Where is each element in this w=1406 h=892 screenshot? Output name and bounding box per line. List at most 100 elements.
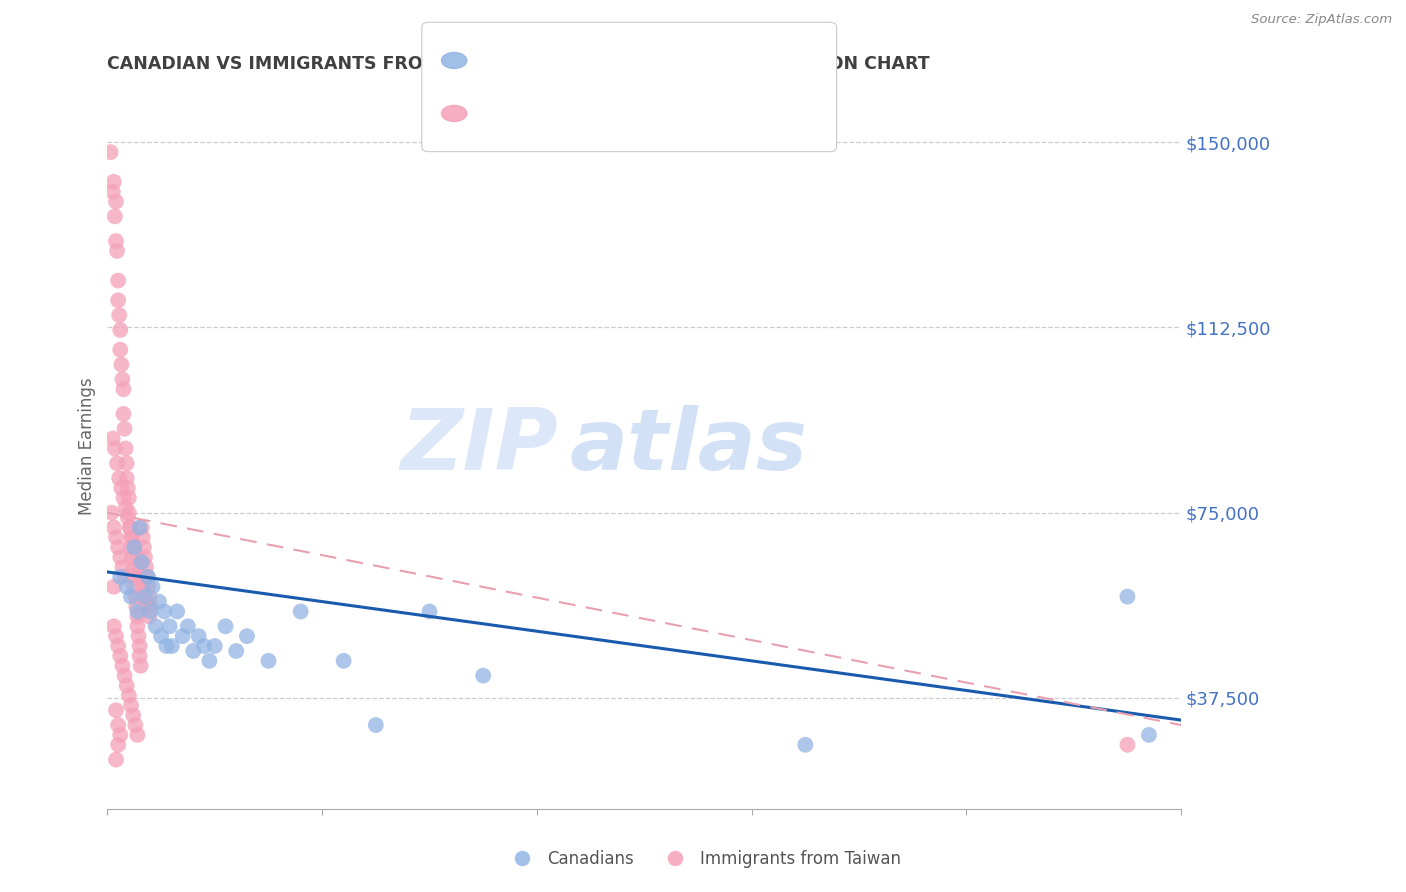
Text: R =: R = (482, 52, 522, 70)
Point (794, 738, 817, 752)
Point (1116, 590, 1139, 604)
Point (107, 639, 129, 653)
Point (225, 644, 247, 658)
Point (118, 520, 141, 534)
Point (112, 491, 135, 505)
Point (104, 629, 127, 643)
Point (125, 550, 148, 565)
Point (105, 244, 128, 258)
Point (112, 382, 135, 396)
Point (107, 293, 129, 308)
Point (103, 580, 125, 594)
Point (472, 668, 495, 682)
Point (127, 604, 149, 618)
Point (124, 718, 146, 732)
Text: -0.060: -0.060 (522, 104, 579, 122)
Point (112, 407, 135, 421)
Point (145, 619, 167, 633)
Point (114, 422, 136, 436)
Point (108, 471, 131, 485)
Point (110, 550, 132, 565)
Point (104, 530, 127, 544)
Point (101, 185, 124, 199)
Point (204, 639, 226, 653)
Point (127, 619, 149, 633)
Point (104, 234, 127, 248)
Point (138, 590, 160, 604)
Point (198, 654, 221, 668)
Point (110, 570, 132, 584)
Point (110, 648, 132, 663)
Point (117, 481, 139, 495)
Point (193, 639, 215, 653)
Point (127, 609, 149, 624)
Point (117, 510, 139, 524)
Point (110, 323, 132, 337)
Point (104, 442, 127, 456)
Point (107, 718, 129, 732)
Point (139, 604, 162, 618)
Point (134, 590, 156, 604)
Point (122, 541, 145, 555)
Point (110, 728, 132, 742)
Point (110, 358, 132, 372)
Point (103, 175, 125, 189)
Point (111, 658, 134, 673)
Point (128, 629, 150, 643)
Point (104, 210, 127, 224)
Text: Source: ZipAtlas.com: Source: ZipAtlas.com (1251, 13, 1392, 27)
Point (111, 372, 134, 386)
Point (153, 604, 176, 618)
Point (122, 560, 145, 574)
Point (107, 541, 129, 555)
Point (114, 500, 136, 515)
Point (214, 619, 236, 633)
Point (125, 599, 148, 614)
Point (105, 456, 128, 470)
Point (136, 580, 159, 594)
Point (115, 456, 138, 470)
Point (107, 738, 129, 752)
Point (1116, 738, 1139, 752)
Point (364, 718, 387, 732)
Y-axis label: Median Earnings: Median Earnings (79, 377, 96, 515)
Point (104, 194, 127, 209)
Point (118, 506, 141, 520)
Point (187, 629, 209, 643)
Point (128, 648, 150, 663)
Point (115, 679, 138, 693)
Point (172, 629, 194, 643)
Point (114, 570, 136, 584)
Point (103, 520, 125, 534)
Point (100, 506, 122, 520)
Point (131, 555, 153, 569)
Point (115, 471, 138, 485)
Text: -0.294: -0.294 (522, 52, 579, 70)
Point (114, 668, 136, 682)
Point (136, 570, 159, 584)
Text: N =: N = (588, 52, 640, 70)
Point (122, 580, 145, 594)
Point (118, 491, 141, 505)
Point (124, 590, 146, 604)
Point (129, 658, 152, 673)
Point (131, 520, 153, 534)
Point (160, 639, 183, 653)
Point (114, 442, 136, 456)
Point (100, 145, 122, 160)
Text: 38: 38 (626, 52, 648, 70)
Point (159, 619, 181, 633)
Point (104, 753, 127, 767)
Point (122, 708, 145, 723)
Point (332, 654, 354, 668)
Point (108, 308, 131, 322)
Point (128, 639, 150, 653)
Text: atlas: atlas (569, 404, 807, 488)
Point (141, 580, 163, 594)
Text: N =: N = (588, 104, 640, 122)
Point (132, 541, 155, 555)
Point (127, 728, 149, 742)
Point (120, 698, 142, 713)
Text: CANADIAN VS IMMIGRANTS FROM TAIWAN MEDIAN EARNINGS CORRELATION CHART: CANADIAN VS IMMIGRANTS FROM TAIWAN MEDIA… (107, 55, 929, 73)
Point (177, 619, 200, 633)
